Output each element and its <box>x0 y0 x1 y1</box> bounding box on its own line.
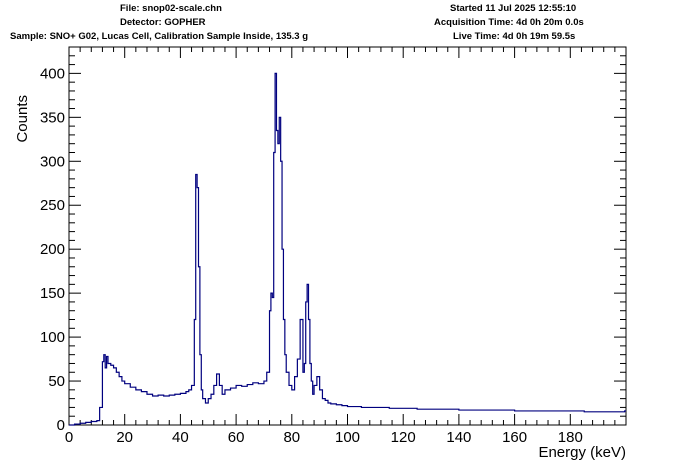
file-label: File: snop02-scale.chn <box>120 3 222 14</box>
detector-label: Detector: GOPHER <box>120 17 206 28</box>
plot-frame <box>68 46 627 426</box>
y-tick-label: 400 <box>40 65 65 82</box>
x-tick-label: 120 <box>391 429 416 446</box>
y-tick-label: 300 <box>40 153 65 170</box>
y-tick-label: 100 <box>40 329 65 346</box>
started-label: Started 11 Jul 2025 12:55:10 <box>450 3 577 14</box>
y-tick-label: 0 <box>57 417 65 434</box>
x-tick-label: 40 <box>172 429 189 446</box>
x-tick-label: 0 <box>65 429 73 446</box>
y-tick-label: 50 <box>48 373 65 390</box>
x-tick-label: 80 <box>283 429 300 446</box>
y-tick-label: 250 <box>40 197 65 214</box>
spectrum-line <box>69 72 626 426</box>
x-tick-label: 20 <box>116 429 133 446</box>
y-axis-title: Counts <box>14 95 31 143</box>
sample-label: Sample: SNO+ G02, Lucas Cell, Calibratio… <box>10 31 309 42</box>
x-axis-title: Energy (keV) <box>538 444 626 461</box>
axis-ticks <box>68 46 627 426</box>
x-tick-label: 180 <box>558 429 583 446</box>
x-tick-label: 160 <box>502 429 527 446</box>
y-tick-label: 200 <box>40 241 65 258</box>
y-tick-label: 150 <box>40 285 65 302</box>
acquisition-time-label: Acquisition Time: 4d 0h 20m 0.0s <box>434 17 584 28</box>
y-tick-label: 350 <box>40 109 65 126</box>
x-tick-label: 140 <box>446 429 471 446</box>
x-tick-label: 100 <box>335 429 360 446</box>
x-tick-label: 60 <box>228 429 245 446</box>
tick-labels: 0 20 40 60 80 100 120 140 160 180 0 50 100 150 200 250 3… <box>40 65 583 446</box>
live-time-label: Live Time: 4d 0h 19m 59.5s <box>453 31 576 42</box>
